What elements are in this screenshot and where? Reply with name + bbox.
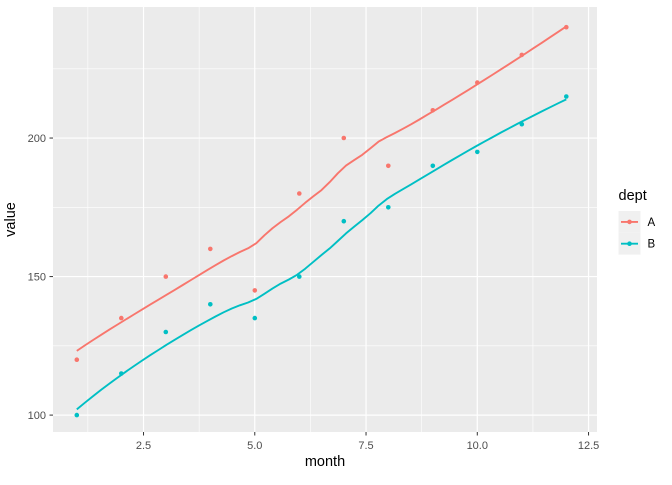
- panel-background: [53, 7, 597, 432]
- series-A-point: [119, 315, 124, 321]
- series-B-point: [564, 94, 569, 99]
- y-axis-title: value: [3, 202, 19, 237]
- series-B-point: [208, 302, 213, 307]
- x-tick-label: 10.0: [467, 440, 488, 452]
- series-B-point: [297, 274, 302, 279]
- y-tick-label: 150: [28, 272, 46, 284]
- legend-title: dept: [619, 188, 647, 204]
- legend-label-B: B: [648, 239, 656, 251]
- series-B-point: [163, 329, 169, 335]
- legend-label-A: A: [648, 217, 656, 229]
- series-B-point: [430, 163, 436, 169]
- series-A-point: [252, 288, 258, 293]
- series-A-point: [74, 357, 80, 363]
- series-A-point: [297, 191, 302, 196]
- y-tick-label: 100: [28, 410, 46, 422]
- y-axis: 100 150 200: [28, 133, 53, 422]
- series-A-point: [208, 246, 213, 252]
- series-B-point: [74, 412, 80, 418]
- x-axis: 2.5 5.0 7.5 10.0 12.5: [136, 432, 599, 452]
- series-A-smooth-line: [76, 25, 567, 352]
- legend-swatch-point-B: [627, 241, 632, 246]
- x-tick-label: 5.0: [247, 440, 262, 452]
- series-B-point: [252, 315, 258, 321]
- series-A-point: [430, 108, 436, 113]
- series-B-smooth-line: [76, 98, 567, 411]
- series-B-point: [475, 149, 480, 155]
- series-A-point: [475, 80, 480, 85]
- series-B-point: [341, 218, 347, 224]
- series-B-point: [519, 121, 525, 127]
- y-tick-label: 200: [28, 133, 46, 145]
- series-A-point: [163, 274, 169, 279]
- grid-major: [53, 7, 597, 432]
- series-A-point: [386, 163, 391, 169]
- legend: dept AB: [618, 188, 656, 255]
- series-A-point: [341, 135, 347, 141]
- series-B-point: [119, 371, 124, 376]
- legend-keys: AB: [618, 211, 656, 255]
- series-A-point: [564, 24, 569, 30]
- x-tick-label: 7.5: [358, 440, 373, 452]
- series-A-point: [519, 52, 525, 58]
- series-B-point: [386, 205, 391, 210]
- series-layer: [74, 24, 569, 418]
- x-axis-title: month: [305, 454, 345, 470]
- x-tick-label: 2.5: [136, 440, 151, 452]
- legend-swatch-point-A: [627, 219, 632, 225]
- x-tick-label: 12.5: [578, 440, 599, 452]
